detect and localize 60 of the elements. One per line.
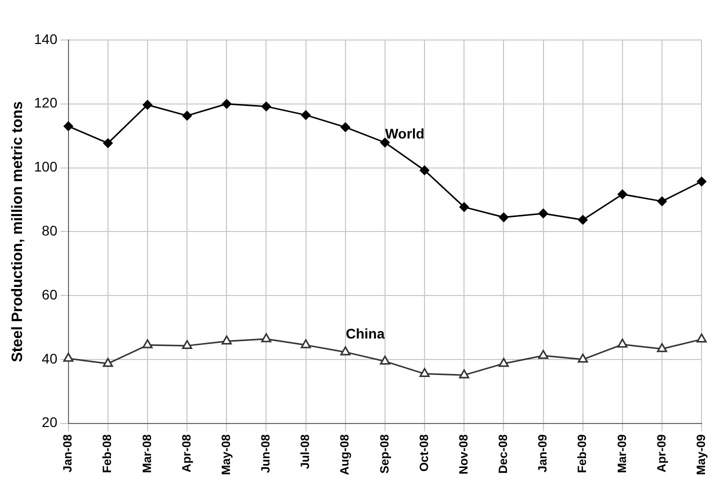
x-tick-label: Mar-08 [140,434,154,473]
x-tick-label: Feb-09 [575,434,590,473]
point [301,110,311,120]
x-tick-label: Jul-08 [298,434,312,469]
point [142,339,153,348]
y-axis-title: Steel Production, million metric tons [9,101,26,362]
series-label: China [346,326,385,342]
point [459,369,470,378]
x-tick-label: May-09 [694,434,708,475]
series-label: World [385,125,424,142]
y-tick-label: 60 [42,286,58,302]
point [182,110,192,120]
x-tick-label: Feb-08 [100,434,114,473]
point [498,358,509,367]
point [64,121,74,131]
point [498,212,508,222]
x-tick-label: Aug-08 [338,434,352,475]
point [538,208,548,218]
point [696,176,706,186]
point [657,196,667,206]
point [578,215,588,225]
point [142,100,152,110]
point [261,102,271,112]
point [617,338,628,348]
point [340,346,350,356]
point [340,122,350,132]
point [380,356,390,365]
x-tick-label: Sep-08 [377,434,392,474]
point [300,339,311,348]
x-tick-label: Jan-09 [536,434,550,472]
point [103,138,113,148]
point [222,99,232,109]
point [459,202,469,212]
x-tick-label: Nov-08 [456,434,470,474]
x-tick-label: Dec-08 [496,434,510,474]
x-tick-label: Mar-09 [614,434,629,473]
point [538,350,548,359]
point [261,333,272,342]
y-tick-label: 80 [42,222,58,239]
y-tick-label: 140 [34,30,58,47]
y-tick-label: 100 [34,158,58,175]
point [419,368,430,378]
point [656,343,668,352]
x-tick-label: May-08 [218,434,233,475]
point [420,166,430,176]
y-tick-label: 120 [34,94,58,111]
point [578,354,588,363]
point [696,334,707,343]
point [380,138,390,148]
point [618,190,628,200]
x-tick-label: Jun-08 [258,434,273,473]
y-tick-label: 40 [42,350,58,366]
point [222,335,232,344]
y-tick-label: 20 [42,414,58,430]
x-tick-label: Apr-08 [179,434,194,472]
x-tick-label: Jan-08 [60,434,75,472]
x-tick-label: Oct-08 [416,434,431,472]
x-tick-label: Apr-09 [654,434,668,472]
point [102,358,114,367]
point [182,340,192,349]
